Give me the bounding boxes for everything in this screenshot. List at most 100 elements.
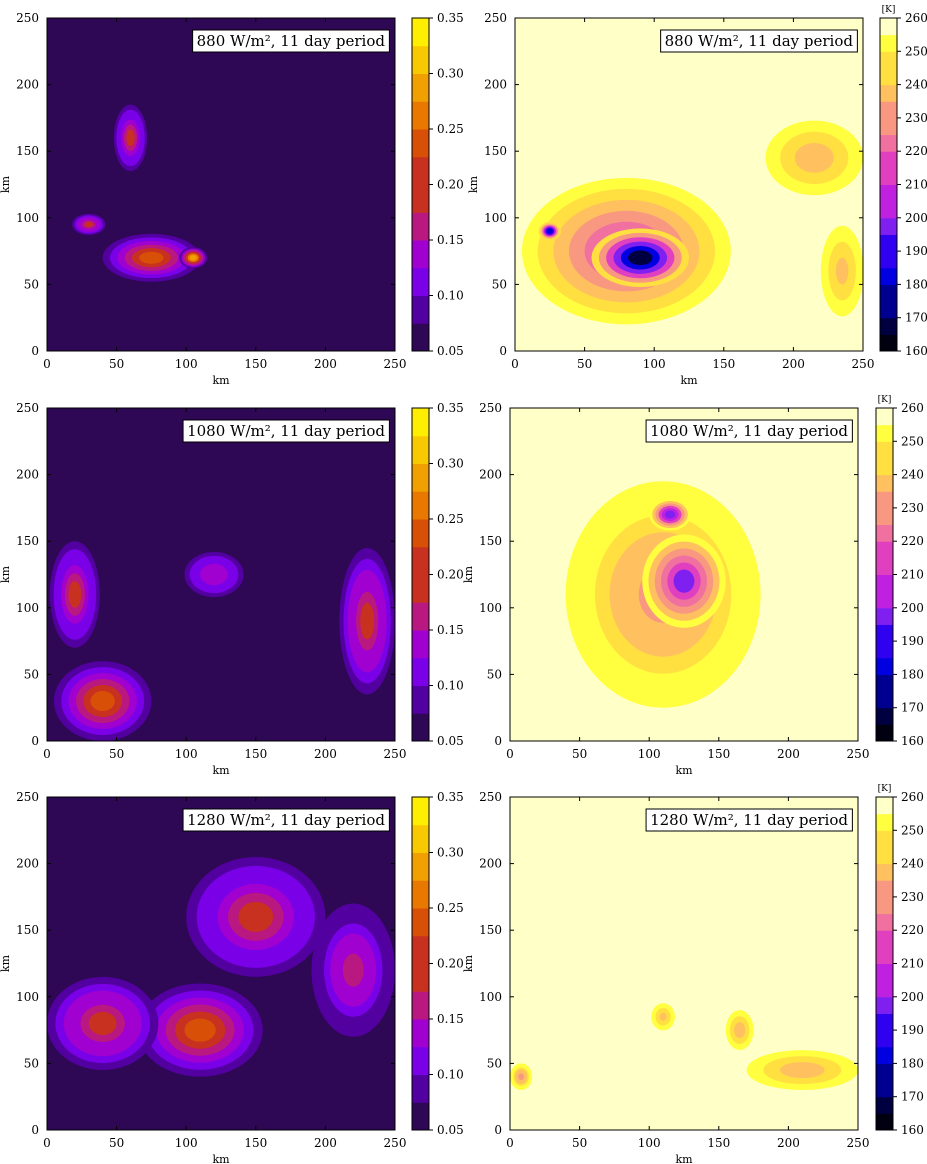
colorbar-tick-label: 250	[901, 434, 924, 448]
colorbar-tick-label: 260	[901, 790, 924, 804]
colorbar-unit-label: [K]	[878, 784, 892, 794]
colorbar-tick-label: 190	[901, 634, 924, 648]
colorbar-segment	[876, 474, 893, 492]
colorbar-tick-label: 190	[901, 1023, 924, 1037]
field-features	[49, 541, 395, 741]
colorbar-segment	[876, 408, 893, 426]
colorbar-tick-label: 0.20	[437, 568, 464, 582]
feature-blob-4	[736, 1025, 744, 1036]
colorbar-segment	[876, 863, 893, 881]
colorbar-tick-label: 180	[901, 667, 924, 681]
colorbar-tick-label: 220	[901, 534, 924, 548]
colorbar-segment	[412, 435, 429, 464]
colorbar-tick-label: 0.15	[437, 623, 464, 637]
colorbar-segment	[876, 797, 893, 815]
colorbar-segment	[876, 491, 893, 509]
annotation-box	[660, 29, 858, 53]
colorbar-tick-label: 200	[901, 990, 924, 1004]
annotation-box	[182, 808, 390, 832]
colorbar-segment	[876, 607, 893, 625]
colorbar-tick-label: 0.10	[437, 1068, 464, 1082]
panel-annotation: 880 W/m², 11 day period	[665, 32, 854, 50]
colorbar: 0.05 0.10 0.15 0.20 0.25 0.30 0.35	[411, 11, 464, 358]
colorbar-tick-label: 210	[905, 178, 927, 192]
colorbar-segment	[880, 134, 897, 152]
x-tick-label: 0	[511, 357, 519, 371]
colorbar-segment	[412, 963, 429, 992]
feature-blob-3	[360, 602, 375, 640]
y-axis-label: km	[0, 175, 12, 193]
y-tick-label: 50	[24, 277, 39, 291]
colorbar-tick-label: 240	[905, 78, 927, 92]
axes-frame	[509, 407, 859, 742]
colorbar-tick-label: 0.20	[437, 957, 464, 971]
x-tick-label: 250	[852, 357, 875, 371]
colorbar-segment	[876, 674, 893, 692]
feature-blob-5	[835, 257, 849, 285]
colorbar-segment	[412, 797, 429, 826]
colorbar-segment	[876, 1030, 893, 1048]
colorbar: 160 170 180 190 200 210 220 230 240 250 260 [K]	[875, 395, 924, 748]
x-tick-label: 0	[506, 1136, 514, 1150]
y-tick-label: 0	[494, 1123, 502, 1137]
y-tick-label: 50	[487, 1056, 502, 1070]
colorbar-segment	[412, 908, 429, 937]
colorbar-tick-label: 210	[901, 568, 924, 582]
y-tick-label: 200	[479, 468, 502, 482]
x-tick-label: 250	[384, 357, 407, 371]
colorbar-tick-label: 230	[901, 890, 924, 904]
colorbar-segment	[876, 1046, 893, 1064]
y-tick-label: 250	[16, 401, 39, 415]
chart-panel-4: 0 50 100 150 200 250 0 50 100 150 200 250 km km 1080 W…	[462, 395, 924, 777]
colorbar-segment	[412, 546, 429, 575]
y-tick-label: 50	[487, 667, 502, 681]
colorbar-segment	[412, 630, 429, 659]
colorbar: 160 170 180 190 200 210 220 230 240 250 260 [K]	[879, 5, 927, 358]
x-tick-label: 200	[314, 357, 337, 371]
x-tick-label: 250	[847, 747, 870, 761]
x-tick-label: 100	[175, 1136, 198, 1150]
x-tick-label: 150	[244, 1136, 267, 1150]
colorbar-tick-label: 170	[901, 1090, 924, 1104]
colorbar-tick-label: 0.35	[437, 11, 464, 25]
colorbar-tick-label: 200	[905, 211, 927, 225]
x-tick-label: 200	[782, 357, 805, 371]
x-tick-label: 100	[175, 747, 198, 761]
panel-annotation: 880 W/m², 11 day period	[197, 32, 386, 50]
colorbar-segment	[876, 1080, 893, 1098]
colorbar-tick-label: 0.05	[437, 1123, 464, 1137]
colorbar-segment	[880, 101, 897, 119]
colorbar-segment	[880, 217, 897, 235]
colorbar-tick-label: 250	[905, 44, 927, 58]
colorbar-segment	[876, 1113, 893, 1131]
colorbar-segment	[412, 935, 429, 964]
colorbar-segment	[880, 167, 897, 185]
colorbar-tick-label: 0.35	[437, 790, 464, 804]
colorbar-tick-label: 0.05	[437, 344, 464, 358]
colorbar-segment	[876, 691, 893, 709]
y-tick-label: 200	[16, 468, 39, 482]
colorbar: 0.05 0.10 0.15 0.20 0.25 0.30 0.35	[411, 401, 464, 748]
colorbar-segment	[876, 541, 893, 559]
y-tick-label: 0	[494, 734, 502, 748]
colorbar-tick-label: 0.10	[437, 289, 464, 303]
colorbar-tick-label: 230	[905, 111, 927, 125]
x-tick-label: 150	[244, 357, 267, 371]
colorbar-segment	[876, 846, 893, 865]
y-tick-label: 200	[479, 857, 502, 871]
axes-frame	[46, 407, 396, 742]
feature-blob-4	[189, 255, 197, 261]
y-tick-label: 100	[16, 990, 39, 1004]
colorbar-tick-label: 0.25	[437, 122, 464, 136]
x-tick-label: 100	[638, 1136, 661, 1150]
panel-annotation: 1280 W/m², 11 day period	[187, 811, 385, 829]
y-tick-label: 150	[484, 144, 507, 158]
y-axis-label: km	[0, 565, 12, 583]
colorbar: 0.05 0.10 0.15 0.20 0.25 0.30 0.35	[411, 790, 464, 1137]
x-axis-label: km	[212, 1153, 230, 1164]
x-tick-label: 150	[707, 1136, 730, 1150]
colorbar-segment	[412, 602, 429, 631]
feature-blob-2	[84, 221, 93, 228]
colorbar-tick-label: 260	[905, 11, 927, 25]
